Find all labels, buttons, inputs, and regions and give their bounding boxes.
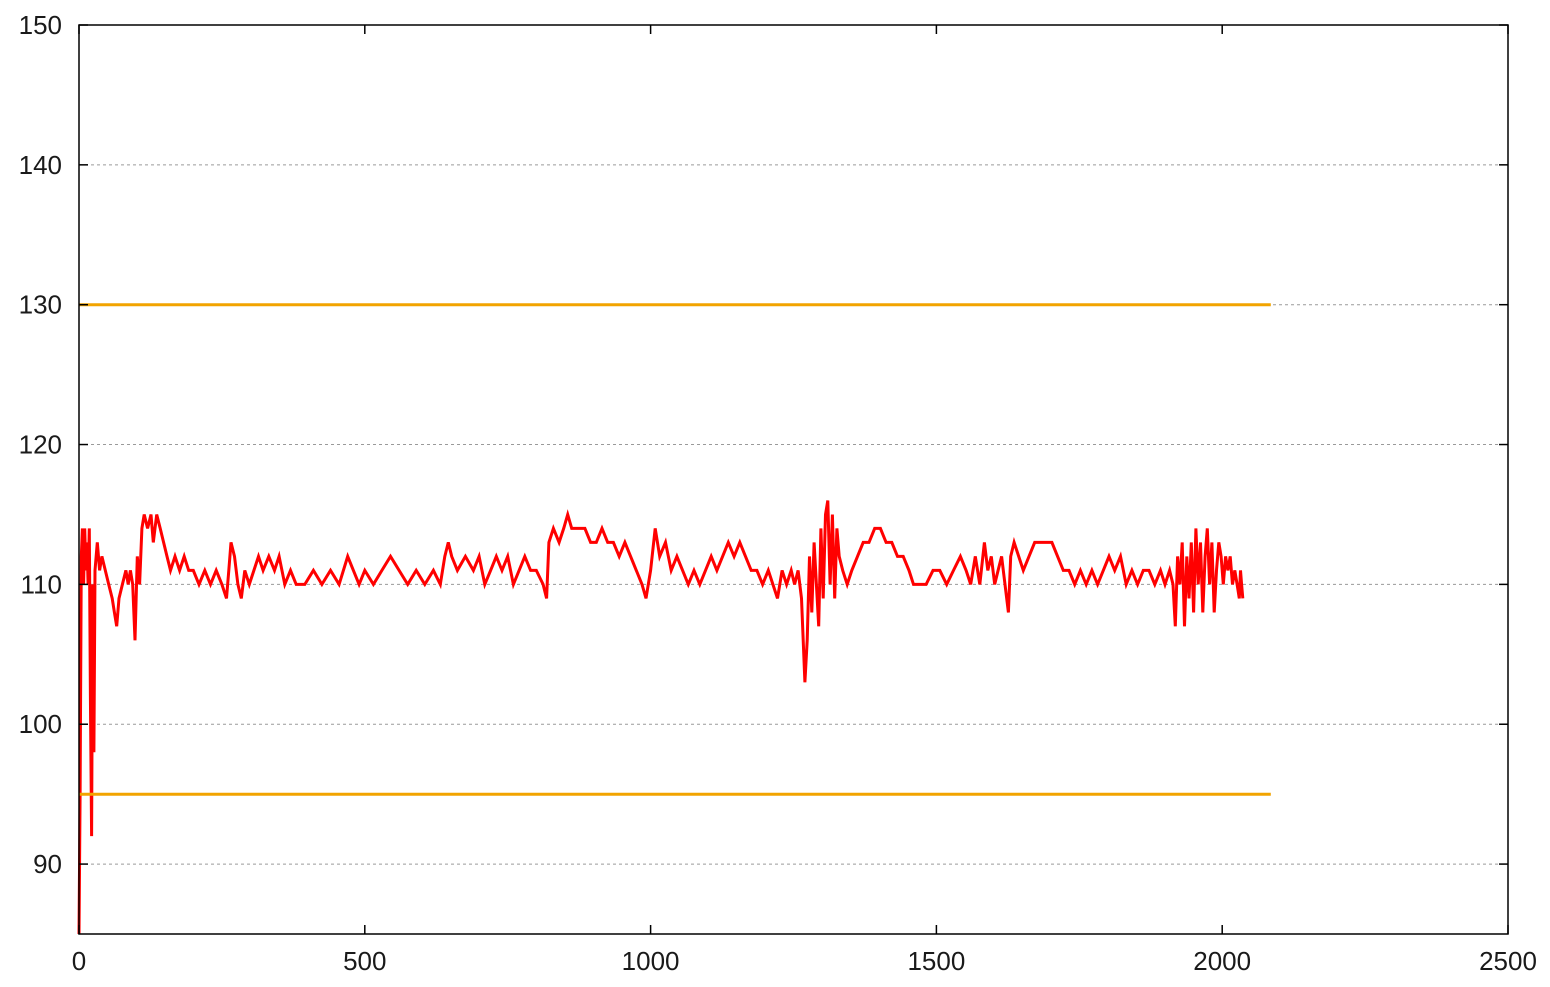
y-tick-label: 150 (19, 10, 62, 40)
y-tick-label: 110 (21, 569, 62, 599)
x-tick-label: 500 (343, 946, 386, 976)
y-tick-label: 120 (19, 430, 62, 460)
y-tick-label: 100 (19, 709, 62, 739)
plot-frame (78, 24, 1509, 935)
series-layer (77, 303, 1271, 935)
x-tick-label: 2000 (1193, 946, 1251, 976)
grid-layer (79, 164, 1508, 865)
x-tick-label: 0 (72, 946, 86, 976)
x-tick-label: 1000 (622, 946, 680, 976)
series-line-0 (77, 500, 1245, 935)
x-tick-label: 1500 (907, 946, 965, 976)
y-tick-label: 130 (19, 290, 62, 320)
y-tick-label: 140 (19, 150, 62, 180)
y-tick-label: 90 (33, 849, 62, 879)
x-tick-label: 2500 (1479, 946, 1537, 976)
tick-layer (78, 24, 1509, 934)
